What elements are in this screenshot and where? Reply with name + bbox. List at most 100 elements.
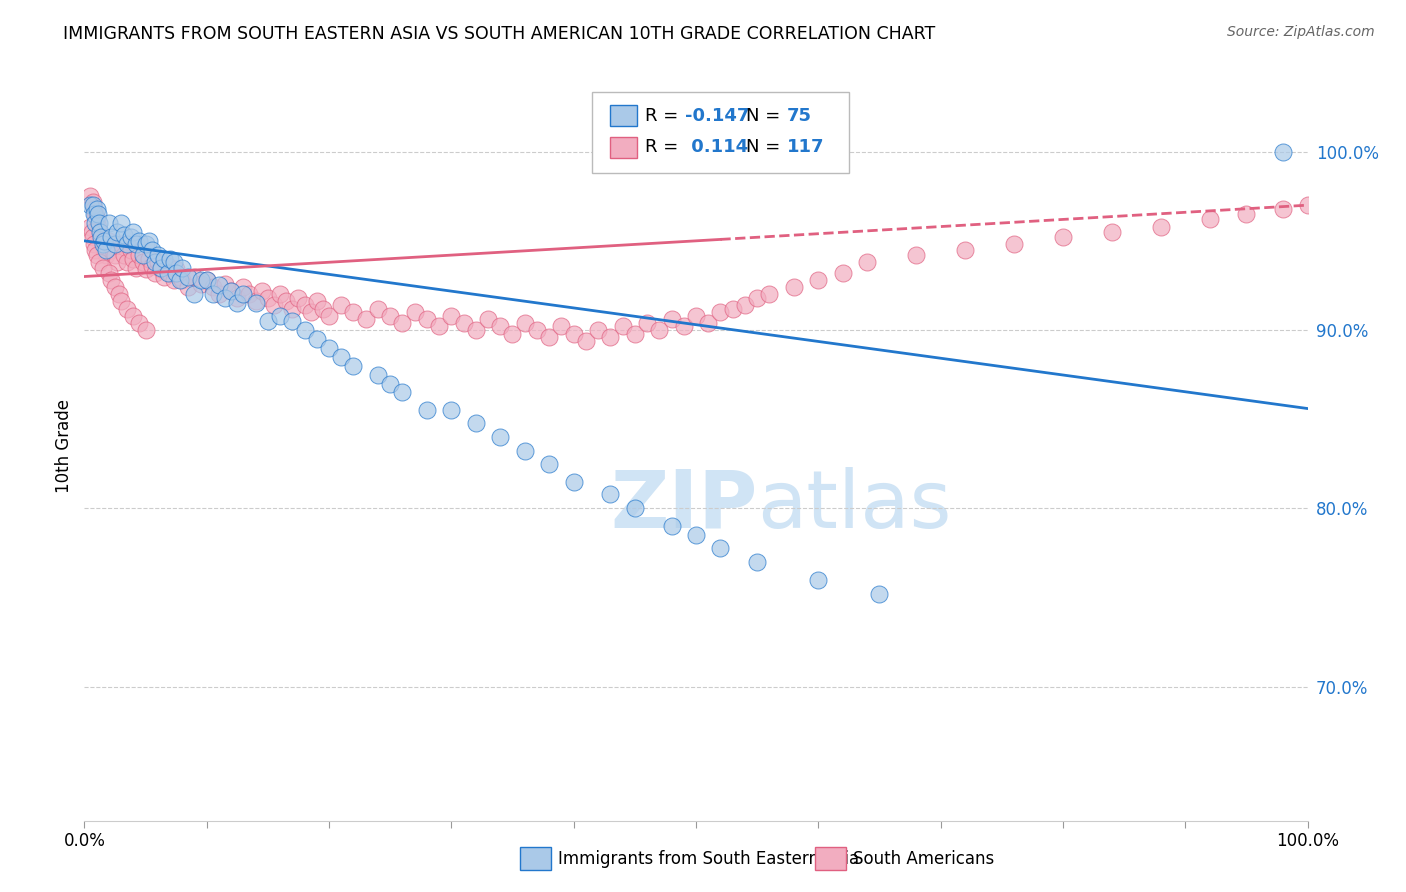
Point	[91, 237, 114, 252]
Point	[440, 309, 463, 323]
Text: South Americans: South Americans	[853, 850, 994, 868]
Point	[586, 323, 609, 337]
Text: ZIP: ZIP	[610, 467, 758, 545]
Point	[84, 216, 107, 230]
Point	[477, 312, 499, 326]
Point	[87, 216, 110, 230]
Point	[163, 273, 186, 287]
Point	[281, 301, 304, 316]
Point	[87, 255, 110, 269]
Point	[86, 248, 108, 262]
Point	[104, 237, 127, 252]
Point	[226, 291, 249, 305]
Point	[163, 255, 186, 269]
Point	[464, 323, 486, 337]
Point	[128, 234, 150, 248]
Point	[172, 273, 194, 287]
Point	[513, 444, 536, 458]
Point	[195, 273, 218, 287]
Point	[97, 234, 120, 248]
Point	[263, 298, 285, 312]
Point	[489, 430, 512, 444]
Point	[105, 225, 128, 239]
Point	[281, 314, 304, 328]
Point	[122, 309, 145, 323]
Text: atlas: atlas	[758, 467, 952, 545]
Point	[287, 291, 309, 305]
Point	[219, 284, 242, 298]
Point	[380, 309, 402, 323]
Point	[404, 305, 426, 319]
Point	[201, 287, 224, 301]
Point	[624, 326, 647, 341]
Point	[159, 266, 181, 280]
Point	[141, 243, 163, 257]
FancyBboxPatch shape	[610, 136, 637, 158]
Point	[87, 207, 110, 221]
Point	[93, 243, 115, 257]
Point	[79, 189, 101, 203]
Point	[489, 319, 512, 334]
Point	[513, 316, 536, 330]
Point	[305, 294, 328, 309]
Point	[1296, 198, 1319, 212]
Point	[636, 316, 658, 330]
Point	[953, 243, 976, 257]
Point	[86, 202, 108, 216]
Point	[165, 262, 187, 277]
Point	[709, 305, 731, 319]
Point	[165, 266, 187, 280]
Point	[1002, 237, 1025, 252]
Point	[125, 260, 148, 275]
Point	[294, 323, 316, 337]
Point	[83, 202, 105, 216]
Point	[82, 194, 104, 209]
Point	[90, 230, 112, 244]
Point	[153, 269, 176, 284]
Point	[1198, 212, 1220, 227]
Point	[104, 280, 127, 294]
Text: Source: ZipAtlas.com: Source: ZipAtlas.com	[1227, 25, 1375, 39]
Point	[190, 277, 212, 291]
Point	[330, 298, 353, 312]
Point	[427, 319, 450, 334]
Point	[672, 319, 695, 334]
Point	[831, 266, 853, 280]
Point	[120, 243, 142, 257]
Point	[440, 403, 463, 417]
Point	[125, 237, 148, 252]
Point	[143, 255, 166, 269]
Point	[208, 287, 231, 301]
Point	[380, 376, 402, 391]
Point	[807, 573, 830, 587]
Y-axis label: 10th Grade: 10th Grade	[55, 399, 73, 493]
Point	[190, 273, 212, 287]
Point	[294, 298, 316, 312]
Text: N =: N =	[747, 138, 786, 156]
Point	[526, 323, 548, 337]
Point	[93, 234, 115, 248]
Point	[82, 230, 104, 244]
Point	[201, 280, 224, 294]
Point	[783, 280, 806, 294]
Point	[87, 219, 110, 234]
Point	[177, 280, 200, 294]
Point	[245, 296, 267, 310]
Point	[208, 278, 231, 293]
Point	[172, 260, 194, 275]
Point	[342, 305, 364, 319]
Point	[79, 219, 101, 234]
Point	[299, 305, 322, 319]
Point	[1236, 207, 1258, 221]
Point	[110, 237, 132, 252]
Point	[269, 287, 291, 301]
Point	[661, 519, 683, 533]
Point	[79, 198, 101, 212]
Point	[747, 291, 769, 305]
Point	[110, 294, 132, 309]
Point	[330, 350, 353, 364]
Point	[107, 287, 129, 301]
Point	[153, 252, 176, 266]
Point	[87, 225, 110, 239]
Point	[80, 225, 103, 239]
